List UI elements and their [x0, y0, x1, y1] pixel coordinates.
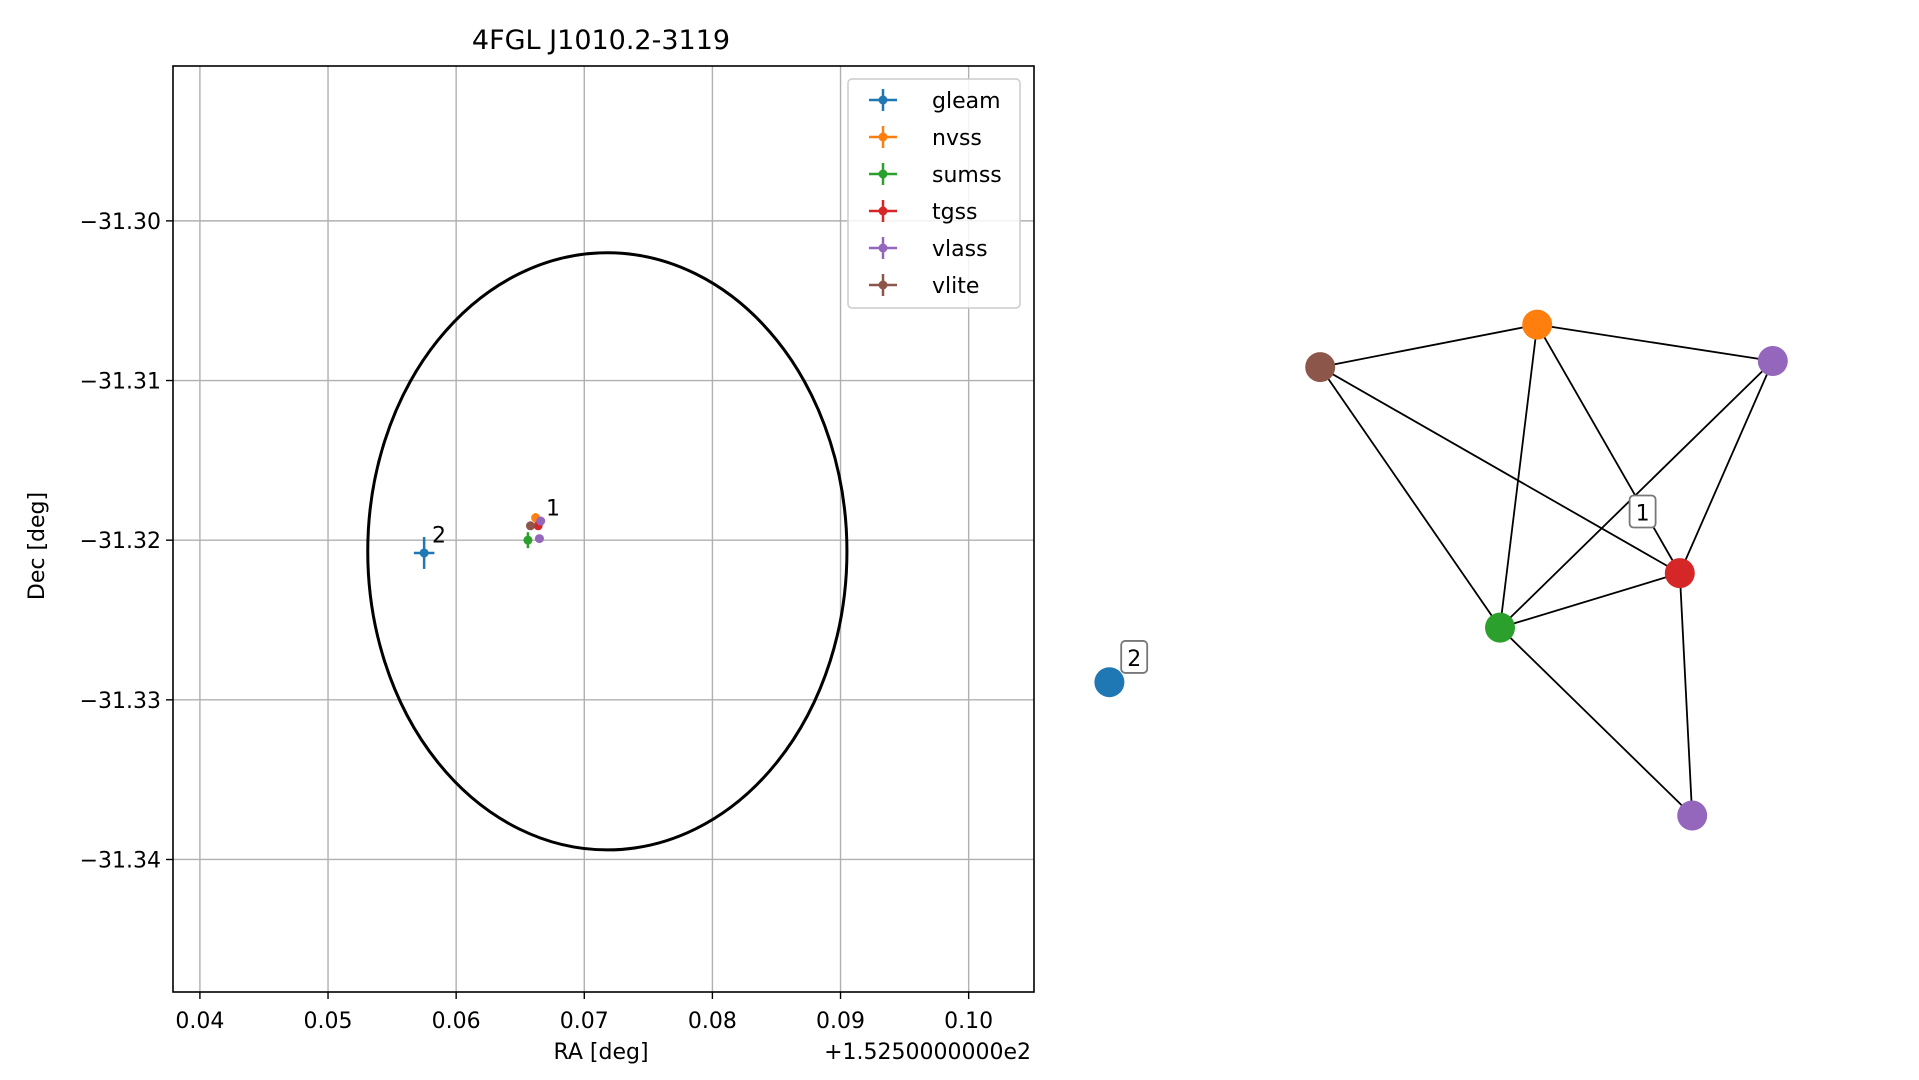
- marker-sumss: [523, 532, 533, 549]
- point-annotation: 1: [546, 496, 560, 521]
- x-tick-label: 0.09: [816, 1009, 865, 1034]
- confidence-circle: [366, 251, 849, 852]
- x-axis-ticks: 0.04 0.05 0.06 0.07 0.08 0.09 0.10: [175, 992, 993, 1034]
- graph-edge: [1537, 323, 1773, 362]
- svg-text:1: 1: [1636, 502, 1650, 527]
- x-tick-label: 0.06: [432, 1009, 481, 1034]
- graph-edge: [1320, 323, 1538, 368]
- legend-label: vlite: [932, 274, 979, 299]
- grid-lines: [173, 66, 1034, 992]
- localization-circle: [366, 251, 849, 852]
- graph-node-sumss: [1485, 612, 1515, 643]
- graph-label: 2: [1120, 640, 1149, 674]
- x-tick-label: 0.05: [304, 1009, 353, 1034]
- graph-edge: [1319, 366, 1501, 629]
- legend-label: vlass: [932, 237, 988, 262]
- graph-edge: [1678, 360, 1774, 574]
- graph-node-vlass_a: [1757, 346, 1788, 377]
- legend-entry-nvss: nvss: [869, 126, 982, 151]
- marker-vlass: [536, 516, 546, 526]
- legend-label: tgss: [932, 200, 978, 225]
- graph-node-nvss: [1522, 309, 1553, 340]
- svg-text:2: 2: [1127, 647, 1141, 672]
- legend-label: nvss: [932, 126, 982, 151]
- graph-edge: [1678, 573, 1694, 816]
- y-tick-label: −31.30: [80, 210, 161, 235]
- legend-entry-gleam: gleam: [869, 89, 1001, 114]
- legend-entries: gleam nvss sumss tgss vlass vlite: [869, 89, 1002, 299]
- graph-node-tgss: [1664, 558, 1695, 589]
- x-axis-offset-label: +1.5250000000e2: [824, 1040, 1031, 1065]
- y-tick-label: −31.34: [80, 848, 161, 873]
- x-tick-label: 0.08: [688, 1009, 737, 1034]
- graph-node-vlass_b: [1677, 800, 1708, 831]
- x-tick-label: 0.07: [560, 1009, 609, 1034]
- graph-edge: [1499, 360, 1774, 629]
- legend: gleam nvss sumss tgss vlass vlite: [847, 78, 1021, 309]
- marker-gleam: [413, 536, 435, 569]
- axes-frame: [172, 65, 1035, 993]
- graph-node-vlite: [1305, 352, 1336, 383]
- y-tick-label: −31.31: [80, 370, 161, 395]
- legend-entry-sumss: sumss: [869, 163, 1002, 188]
- graph-edge: [1319, 366, 1681, 574]
- graph-edge: [1536, 324, 1681, 574]
- point-annotation: 2: [432, 524, 446, 549]
- graph-edge: [1499, 572, 1681, 629]
- y-tick-label: −31.32: [80, 529, 161, 554]
- source-markers: [413, 513, 546, 569]
- graph-nodes: [1094, 309, 1788, 831]
- x-axis-label: RA [deg]: [553, 1040, 648, 1065]
- crossmatch-network-graph: 12: [1094, 309, 1788, 831]
- legend-entry-vlass: vlass: [869, 237, 988, 262]
- graph-node-gleam: [1094, 667, 1125, 698]
- chart-title: 4FGL J1010.2-3119: [472, 25, 730, 56]
- position-scatter-chart: 12 0.04 0.05 0.06 0.07 0.08 0.09 0.10 −31.30−3…: [25, 25, 1035, 1065]
- legend-entry-tgss: tgss: [869, 200, 978, 225]
- legend-label: gleam: [932, 89, 1001, 114]
- graph-label: 1: [1628, 494, 1657, 529]
- marker-vlass: [534, 534, 544, 544]
- x-tick-label: 0.10: [944, 1009, 993, 1034]
- y-axis-ticks: −31.30 −31.31 −31.32 −31.33 −31.34: [80, 210, 173, 873]
- legend-label: sumss: [932, 163, 1002, 188]
- graph-edges: [1319, 323, 1774, 817]
- point-annotations: 12: [432, 496, 560, 548]
- x-tick-label: 0.04: [175, 1009, 224, 1034]
- marker-vlite: [525, 521, 535, 531]
- graph-edge: [1499, 324, 1539, 628]
- graph-labels: 12: [1120, 494, 1657, 674]
- legend-entry-vlite: vlite: [869, 274, 979, 299]
- y-axis-label: Dec [deg]: [25, 492, 50, 600]
- graph-edge: [1499, 627, 1693, 817]
- y-tick-label: −31.33: [80, 689, 161, 714]
